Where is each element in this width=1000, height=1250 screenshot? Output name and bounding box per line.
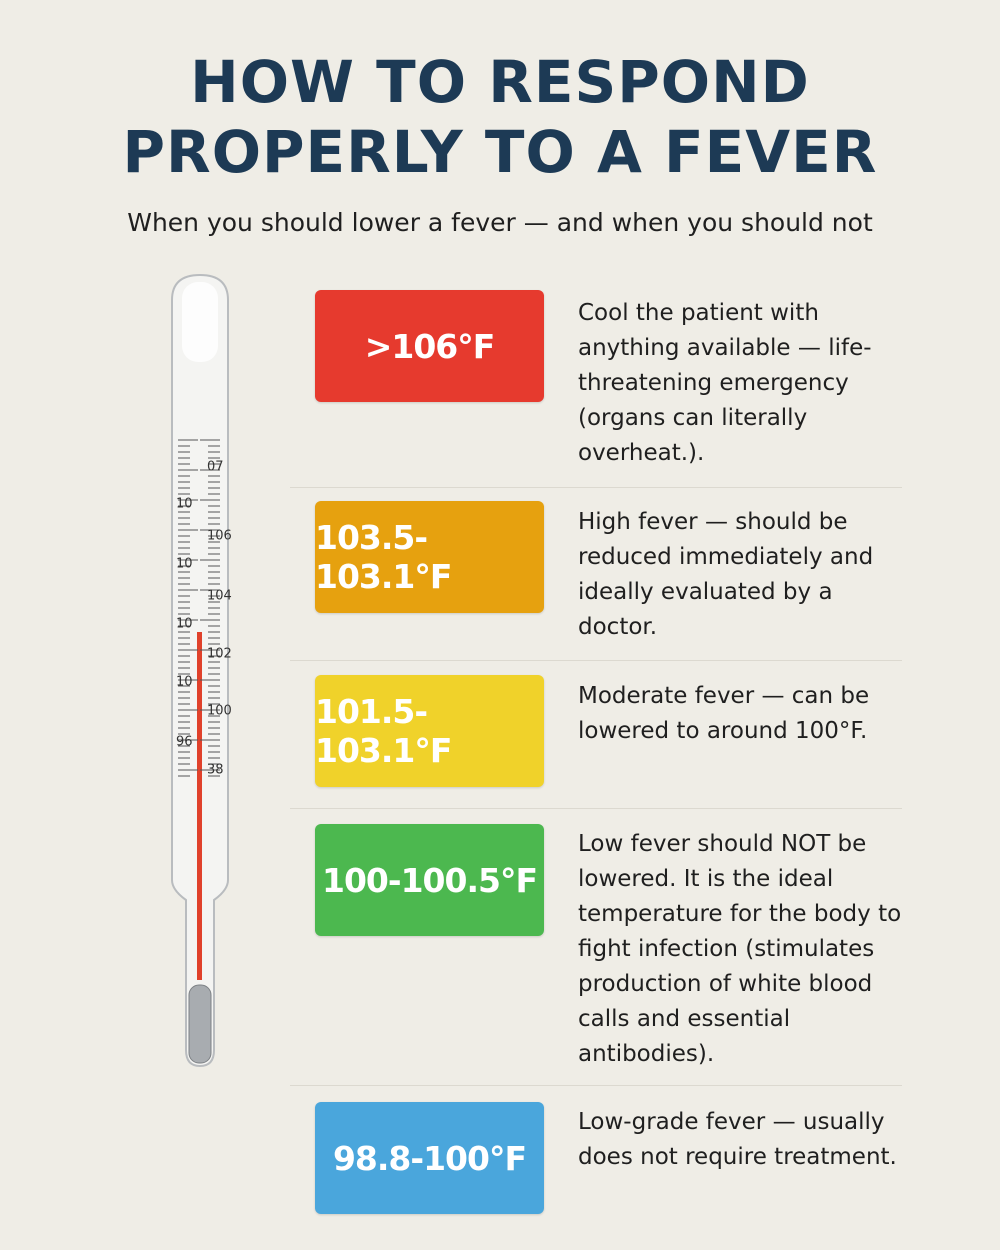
scale-label: 38 <box>207 763 224 778</box>
scale-label: 100 <box>207 704 232 719</box>
title-line: PROPERLY TO A FEVER <box>122 118 878 186</box>
scale-label: 96 <box>176 735 193 750</box>
row-text: Cool the patient with anything available… <box>578 300 872 466</box>
temp-label: 98.8-100°F <box>315 1102 544 1214</box>
thermometer-bulb <box>188 984 212 1064</box>
row-text: High fever — should be reduced immediate… <box>578 509 874 640</box>
row-text: Low-grade fever — usually does not requi… <box>578 1109 897 1170</box>
subtitle: When you should lower a fever — and when… <box>127 208 873 237</box>
scale-label: 10 <box>176 497 193 512</box>
divider <box>290 1085 902 1086</box>
scale-label: 104 <box>207 589 232 604</box>
mercury <box>197 632 202 980</box>
row-text: Moderate fever — can be lowered to aroun… <box>578 683 870 744</box>
title-line: HOW TO RESPOND <box>190 48 810 116</box>
scale-label: 07 <box>207 460 224 475</box>
scale-label: 10 <box>176 675 193 690</box>
temp-label: 100-100.5°F <box>315 824 544 936</box>
thermometer-cap <box>182 282 218 362</box>
row-text: Low fever should NOT be lowered. It is t… <box>578 831 902 1067</box>
temp-label: 103.5-103.1°F <box>315 501 544 613</box>
divider <box>290 808 902 809</box>
temp-label: 101.5-103.1°F <box>315 675 544 787</box>
temp-label: >106°F <box>315 290 544 402</box>
scale-label: 106 <box>207 529 232 544</box>
scale-label: 10 <box>176 557 193 572</box>
divider <box>290 660 902 661</box>
scale-label: 10 <box>176 617 193 632</box>
thermometer: 07 10 106 10 104 10 102 10 100 96 38 <box>171 273 232 1068</box>
scale-label: 102 <box>207 647 232 662</box>
divider <box>290 487 902 488</box>
